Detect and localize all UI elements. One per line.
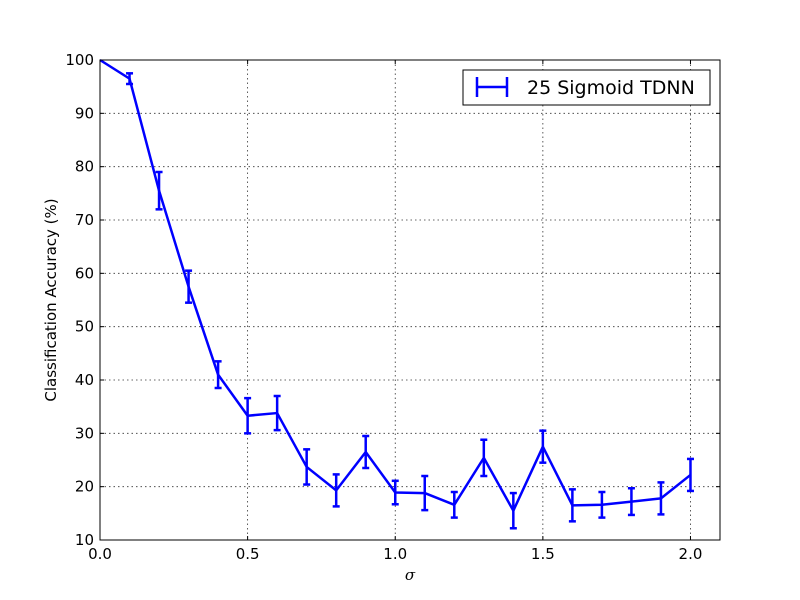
error-bar <box>362 434 370 470</box>
error-bar <box>273 394 281 432</box>
error-bar <box>539 429 547 464</box>
series-layer <box>99 58 694 530</box>
y-tick-label: 80 <box>75 158 94 176</box>
y-axis-label: Classification Accuracy (%) <box>42 198 60 401</box>
error-bar <box>332 473 340 508</box>
legend-label: 25 Sigmoid TDNN <box>527 77 695 99</box>
plot-background <box>100 60 720 540</box>
error-bar <box>244 396 252 435</box>
y-tick-label: 10 <box>75 531 94 549</box>
x-axis-label: σ <box>405 566 416 584</box>
x-tick-label: 0.0 <box>88 545 112 563</box>
error-bar <box>421 474 429 512</box>
y-tick-label: 20 <box>75 478 94 496</box>
error-bar <box>391 479 399 506</box>
x-tick-label: 0.5 <box>236 545 260 563</box>
y-tick-label: 50 <box>75 318 94 336</box>
x-tick-label: 1.0 <box>383 545 407 563</box>
y-tick-label: 70 <box>75 211 94 229</box>
y-tick-label: 90 <box>75 104 94 122</box>
ticks <box>99 59 720 541</box>
error-bar <box>450 490 458 519</box>
error-bar <box>155 170 163 211</box>
plot-frame <box>99 59 721 541</box>
error-bar <box>598 490 606 519</box>
y-tick-label: 60 <box>75 264 94 282</box>
legend: 25 Sigmoid TDNN <box>462 69 711 106</box>
tick-labels: 0.0 0.5 1.0 1.5 2.0 10 20 30 40 50 60 70 80 90 100 <box>65 51 702 563</box>
error-bar <box>509 491 517 530</box>
error-bar <box>126 72 134 86</box>
error-bar <box>185 269 193 304</box>
error-bar <box>303 448 311 486</box>
error-bar <box>214 360 222 390</box>
x-tick-label: 2.0 <box>679 545 703 563</box>
error-bar <box>568 488 576 523</box>
y-tick-label: 30 <box>75 424 94 442</box>
y-tick-label: 40 <box>75 371 94 389</box>
y-tick-label: 100 <box>65 51 94 69</box>
x-tick-label: 1.5 <box>531 545 555 563</box>
error-bar <box>686 457 694 493</box>
error-bar <box>480 438 488 478</box>
error-bar <box>657 481 665 516</box>
error-bar <box>627 487 635 517</box>
